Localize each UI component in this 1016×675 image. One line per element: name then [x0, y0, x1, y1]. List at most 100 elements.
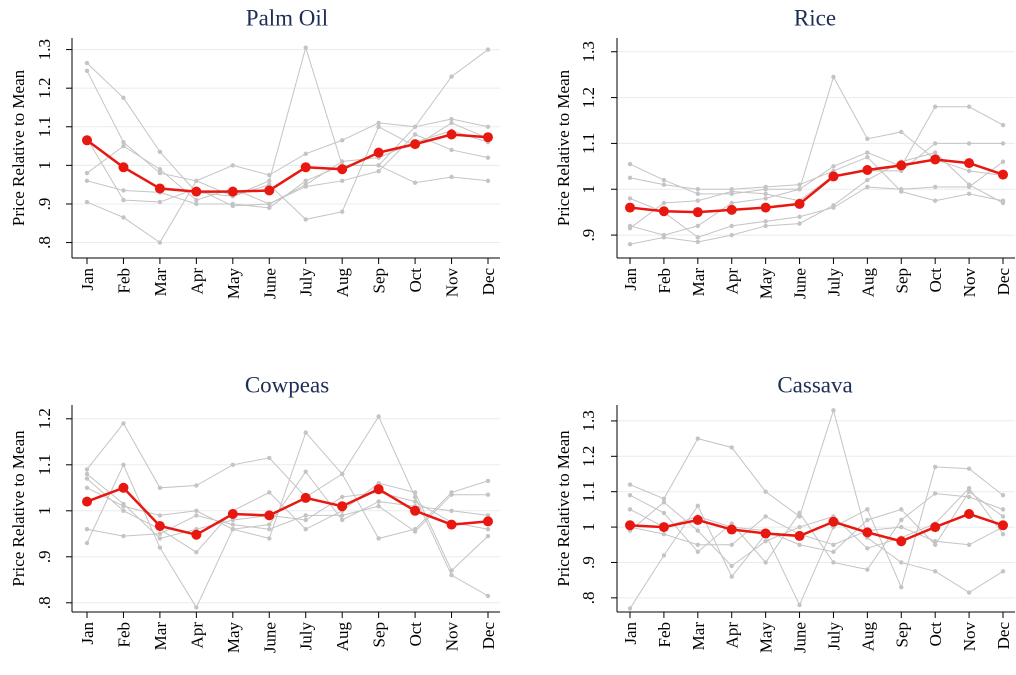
series-point — [797, 602, 802, 608]
series-point — [966, 104, 972, 109]
series-point — [695, 528, 701, 533]
x-tick-label: July — [297, 622, 316, 651]
series-point — [865, 507, 870, 512]
y-tick-label: 1.1 — [579, 481, 598, 502]
series-point — [627, 482, 633, 487]
series-point — [899, 560, 904, 565]
y-tick-label: 1.2 — [35, 78, 54, 99]
series-point — [485, 478, 491, 484]
mean-point — [337, 164, 348, 175]
series-point — [865, 136, 870, 142]
series-line — [86, 130, 489, 207]
series-point — [121, 421, 126, 426]
mean-point — [625, 520, 635, 531]
series-point — [729, 232, 734, 238]
series-point — [485, 527, 491, 532]
mean-point — [118, 482, 129, 493]
series-point — [376, 163, 381, 168]
series-point — [84, 60, 90, 66]
series-line — [629, 142, 1003, 229]
series-line — [629, 515, 1004, 546]
y-tick-label: 1 — [35, 507, 54, 516]
mean-point — [337, 501, 348, 512]
series-point — [932, 141, 938, 146]
series-point — [84, 527, 90, 532]
series-point — [157, 536, 163, 541]
series-line — [629, 152, 1004, 245]
mean-point — [410, 505, 421, 516]
y-tick-label: 1.2 — [579, 446, 598, 467]
series-point — [729, 189, 734, 194]
series-point — [627, 226, 633, 231]
series-point — [932, 542, 938, 547]
series-point — [899, 507, 904, 512]
series-point — [449, 508, 454, 513]
y-axis-label: Price Relative to Mean — [9, 430, 28, 587]
series-point — [157, 149, 163, 155]
mean-point — [625, 202, 635, 213]
series-point — [303, 469, 308, 474]
series-line — [629, 156, 1004, 202]
y-tick-label: 1.2 — [35, 408, 54, 429]
mean-point — [373, 147, 384, 158]
series-point — [831, 164, 836, 169]
y-axis-label: Price Relative to Mean — [554, 69, 573, 226]
series-point — [695, 549, 701, 555]
mean-point — [658, 206, 669, 217]
mean-point — [264, 510, 275, 521]
y-tick-label: .9 — [579, 556, 598, 569]
series-point — [485, 513, 491, 518]
series-point — [230, 527, 236, 532]
series-point — [230, 462, 236, 467]
x-tick-label: Dec — [479, 622, 498, 650]
series-point — [376, 504, 381, 509]
series-point — [449, 573, 454, 578]
y-tick-label: .8 — [35, 596, 54, 609]
series-point — [627, 242, 633, 247]
series-point — [449, 147, 454, 153]
x-tick-label: Dec — [994, 622, 1013, 650]
mean-point — [760, 202, 771, 213]
series-point — [763, 489, 768, 494]
x-tick-label: Sep — [892, 268, 911, 294]
series-point — [230, 163, 236, 168]
y-tick-label: .8 — [579, 591, 598, 604]
panel: .8 .9 1 1.1 1.2 1.3 Jan Feb Mar Apr May June July Aug… — [554, 372, 1015, 653]
series-point — [303, 517, 308, 523]
x-tick-label: Aug — [333, 268, 352, 298]
mean-point — [998, 169, 1008, 180]
mean-point — [794, 530, 805, 541]
series-point — [831, 560, 836, 565]
series-point — [865, 154, 870, 160]
series-point — [831, 542, 836, 547]
series-point — [865, 546, 870, 551]
x-tick-label: Oct — [926, 622, 945, 647]
series-line — [86, 133, 489, 205]
x-tick-label: Jan — [621, 268, 640, 291]
mean-point — [483, 132, 493, 143]
series-point — [729, 521, 734, 526]
series-point — [932, 569, 938, 574]
series-point — [339, 494, 345, 500]
series-point — [121, 188, 126, 193]
series-point — [449, 492, 454, 497]
mean-point — [191, 529, 202, 540]
series-line — [629, 106, 1004, 236]
series-point — [449, 174, 454, 180]
x-tick-label: Mar — [689, 622, 708, 651]
x-tick-label: Dec — [994, 268, 1013, 296]
series-point — [932, 150, 938, 155]
series-point — [661, 510, 667, 516]
series-point — [412, 132, 418, 137]
x-tick-label: June — [791, 268, 810, 299]
series-point — [84, 540, 90, 546]
mean-point — [998, 520, 1008, 531]
x-tick-label: May — [757, 268, 776, 300]
series-point — [966, 168, 972, 174]
series-line — [629, 75, 1004, 195]
x-tick-label: Apr — [723, 622, 742, 649]
series-point — [303, 217, 308, 222]
mean-point — [227, 509, 238, 520]
x-tick-label: Nov — [960, 268, 979, 298]
x-tick-label: Feb — [114, 622, 133, 648]
